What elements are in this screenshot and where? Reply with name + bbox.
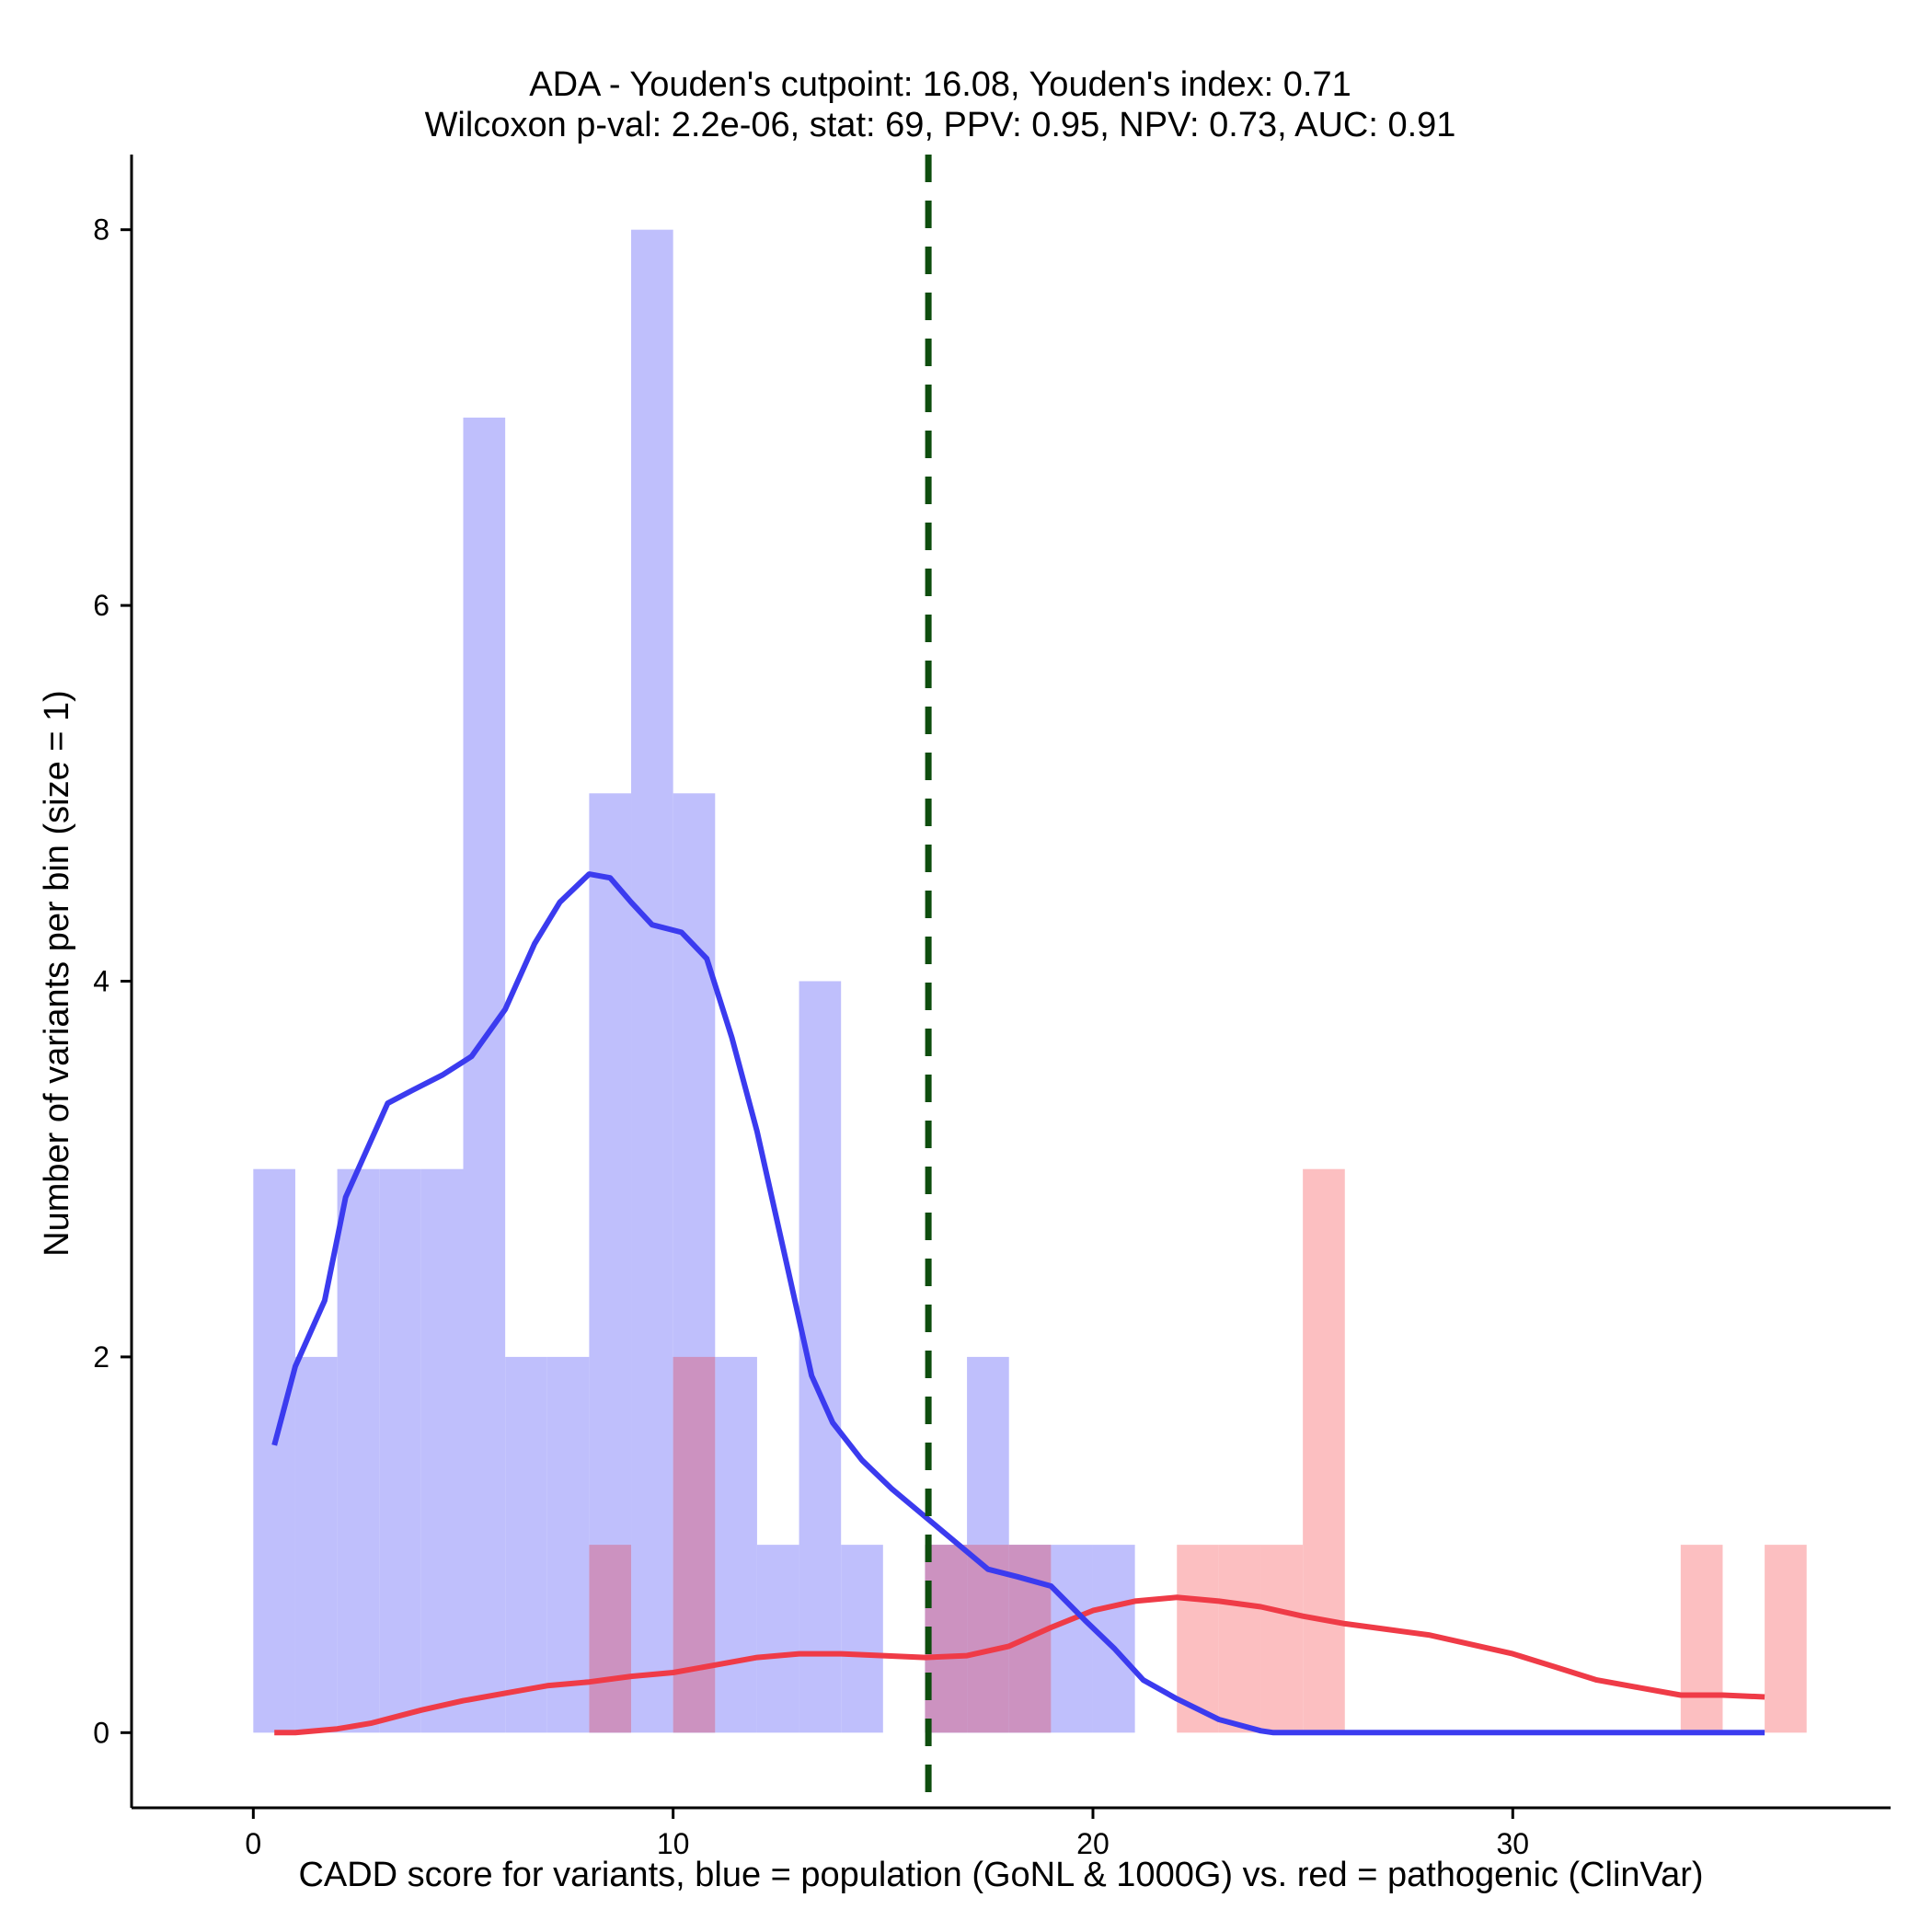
population-bar xyxy=(1092,1545,1135,1733)
y-tick-label: 6 xyxy=(93,589,109,622)
population-bar xyxy=(337,1168,380,1733)
pathogenic-bar xyxy=(1218,1545,1261,1733)
population-bar xyxy=(756,1545,799,1733)
pathogenic-bar xyxy=(1303,1168,1345,1733)
population-bar xyxy=(505,1356,547,1733)
x-axis-label: CADD score for variants, blue = populati… xyxy=(298,1856,1703,1894)
population-bar xyxy=(631,229,673,1733)
y-tick-label: 8 xyxy=(93,213,109,247)
pathogenic-bar xyxy=(967,1545,1009,1733)
pathogenic-bar xyxy=(925,1545,968,1733)
population-bar xyxy=(420,1168,464,1733)
y-axis-label: Number of variants per bin (size = 1) xyxy=(38,690,76,1257)
axes: 0 10 20 30 0 2 4 6 8 xyxy=(93,155,1891,1860)
pathogenic-bar xyxy=(1260,1545,1304,1733)
x-tick-label: 30 xyxy=(1497,1827,1530,1860)
population-bar xyxy=(841,1545,883,1733)
x-tick-label: 20 xyxy=(1076,1827,1110,1860)
population-bar xyxy=(379,1168,421,1733)
population-bar xyxy=(294,1356,338,1733)
pathogenic-density-line xyxy=(274,1594,1765,1736)
y-tick-label: 2 xyxy=(93,1340,109,1374)
histogram-bars xyxy=(253,229,1807,1733)
population-bar xyxy=(253,1168,295,1733)
pathogenic-bar xyxy=(589,1545,632,1733)
y-tick-label: 0 xyxy=(93,1716,109,1749)
population-bar xyxy=(715,1356,757,1733)
population-bar xyxy=(546,1356,590,1733)
chart-title-line-1: ADA - Youden's cutpoint: 16.08, Youden's… xyxy=(529,65,1351,104)
y-tick-label: 4 xyxy=(93,965,109,998)
population-bar xyxy=(463,417,506,1733)
chart-title-line-2: Wilcoxon p-val: 2.2e-06, stat: 69, PPV: … xyxy=(425,106,1456,144)
density-curves xyxy=(271,155,1765,1808)
pathogenic-bar xyxy=(673,1356,716,1733)
x-tick-label: 10 xyxy=(657,1827,690,1860)
population-bar xyxy=(1051,1545,1093,1733)
pathogenic-bar xyxy=(1765,1545,1807,1733)
pathogenic-bar xyxy=(1680,1545,1723,1733)
x-tick-label: 0 xyxy=(245,1827,261,1860)
population-density-line xyxy=(271,871,1765,1736)
